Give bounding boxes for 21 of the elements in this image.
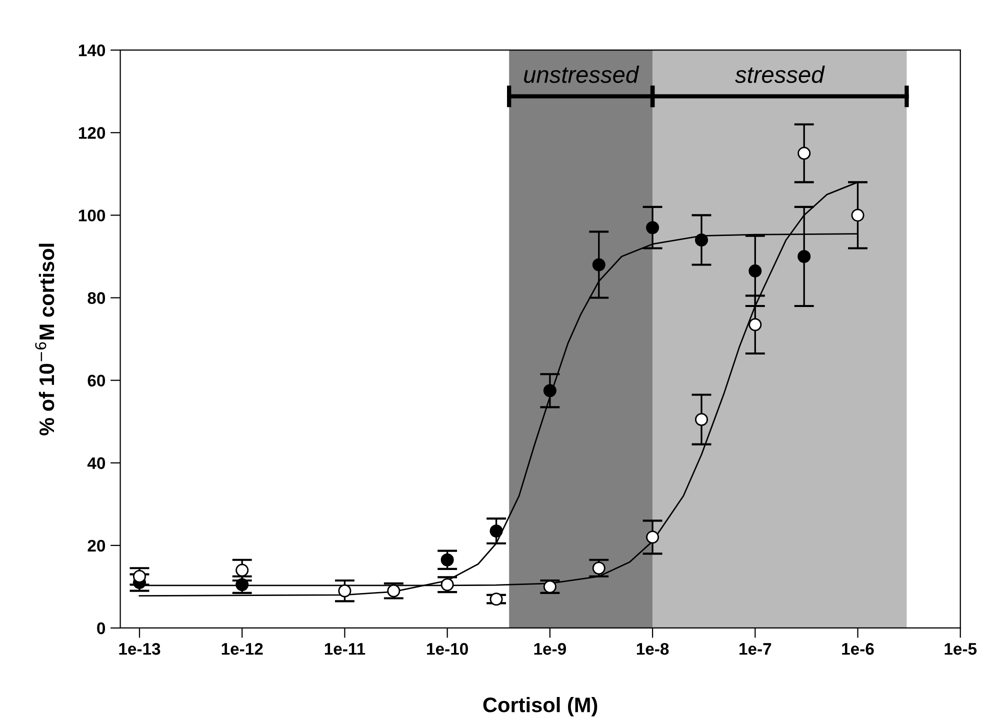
y-tick-label: 140 <box>78 44 106 56</box>
band-label: stressed <box>735 66 825 83</box>
y-tick-label: 0 <box>97 622 106 634</box>
x-tick-label: 1e-9 <box>534 643 566 655</box>
x-tick-label: 1e-7 <box>740 643 772 655</box>
x-tick-label: 1e-6 <box>842 643 874 655</box>
x-tick-label: 1e-12 <box>222 643 263 655</box>
y-tick-label: 60 <box>88 374 106 387</box>
y-tick-label: 40 <box>87 457 106 470</box>
x-tick-label: 1e-13 <box>119 643 160 655</box>
x-tick-label: 1e-11 <box>324 643 366 655</box>
x-axis-title: Cortisol (M) <box>483 697 598 716</box>
x-tick-label: 1e-5 <box>944 643 977 655</box>
y-tick-label: 120 <box>78 127 106 139</box>
y-axis-title: % of 10$^{−6}$M cortisol <box>35 244 54 436</box>
y-tick-label: 100 <box>78 210 106 222</box>
y-tick-label: 80 <box>88 292 106 304</box>
x-tick-label: 1e-8 <box>636 643 669 655</box>
x-tick-label: 1e-10 <box>427 643 468 655</box>
band-label: unstressed <box>524 66 640 83</box>
y-tick-label: 20 <box>88 540 106 552</box>
